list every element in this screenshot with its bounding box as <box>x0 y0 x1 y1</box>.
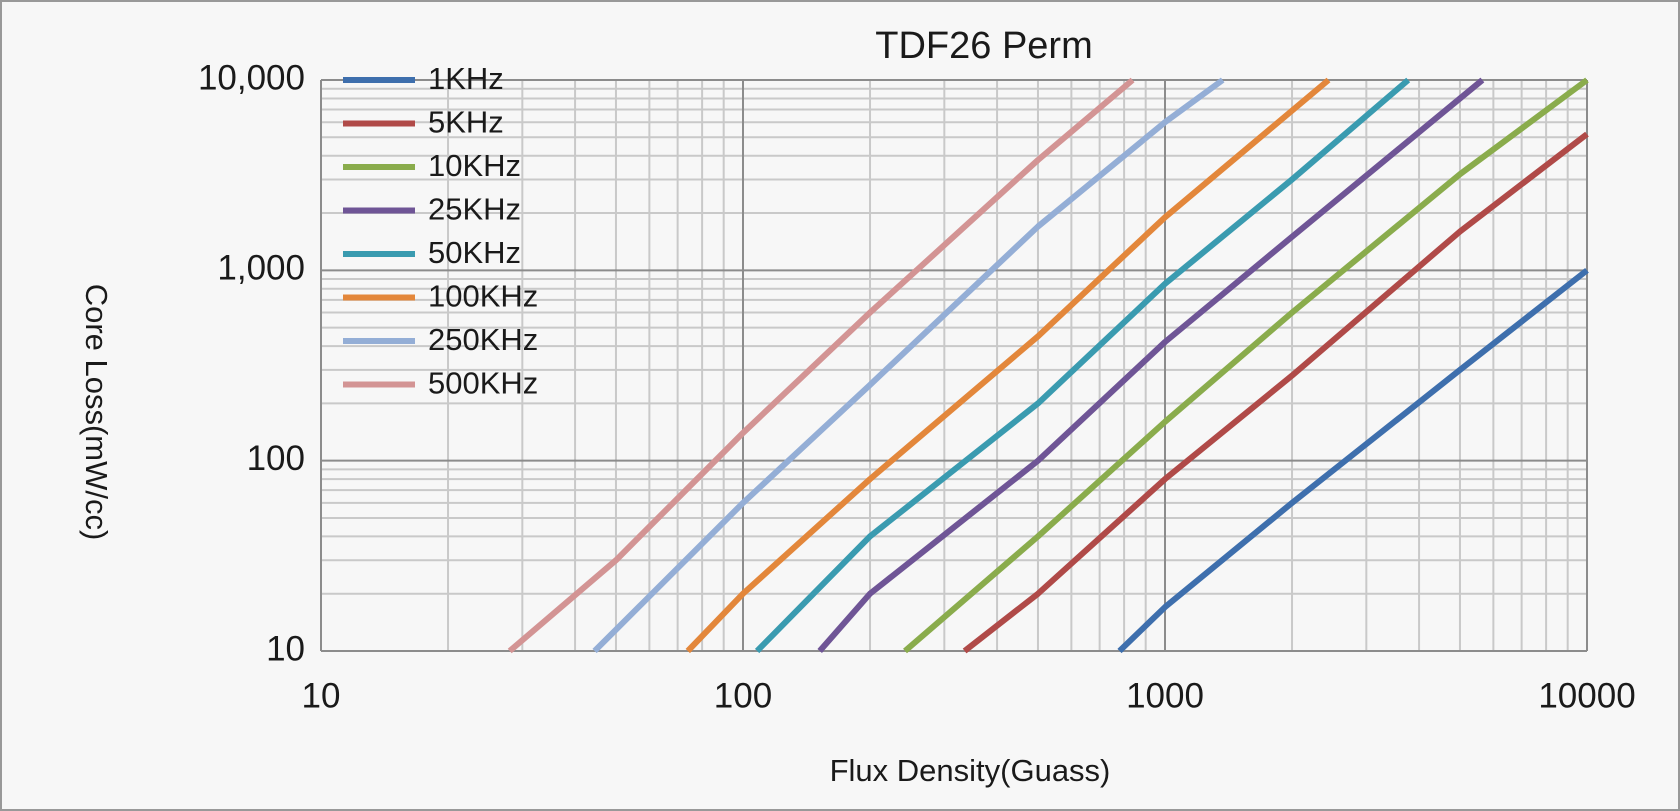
series-line <box>592 77 1225 654</box>
x-tick-label: 10000 <box>1538 676 1635 715</box>
series-line <box>962 131 1589 654</box>
legend-label: 500KHz <box>428 366 538 401</box>
y-tick-label: 100 <box>247 439 305 478</box>
labels: 10 100 1000 10000 10 100 1,000 10,000 1KHz 5KHz 10… <box>198 58 1636 715</box>
y-tick-label: 10 <box>266 629 305 668</box>
legend-label: 5KHz <box>428 105 504 140</box>
series-line <box>817 77 1485 653</box>
legend-label: 50KHz <box>428 235 521 270</box>
x-tick-label: 10 <box>302 676 341 715</box>
series-line <box>754 77 1411 654</box>
chart-title: TDF26 Perm <box>875 25 1092 67</box>
x-axis-label: Flux Density(Guass) <box>830 753 1111 788</box>
legend-label: 1KHz <box>428 61 504 96</box>
y-tick-label: 1,000 <box>217 249 305 288</box>
legend-label: 100KHz <box>428 279 538 314</box>
y-tick-label: 10,000 <box>198 58 305 97</box>
series-line <box>903 77 1589 654</box>
legend-label: 10KHz <box>428 148 521 183</box>
series-line <box>685 77 1331 654</box>
grid <box>320 79 1588 652</box>
x-tick-label: 100 <box>714 676 772 715</box>
legend-label: 250KHz <box>428 322 538 357</box>
legend-label: 25KHz <box>428 192 521 227</box>
y-axis-label: Core Loss(mW/cc) <box>79 284 114 541</box>
plot-lines <box>507 77 1589 654</box>
series-line <box>507 77 1135 654</box>
x-tick-label: 1000 <box>1126 676 1204 715</box>
series-line <box>1117 267 1589 654</box>
